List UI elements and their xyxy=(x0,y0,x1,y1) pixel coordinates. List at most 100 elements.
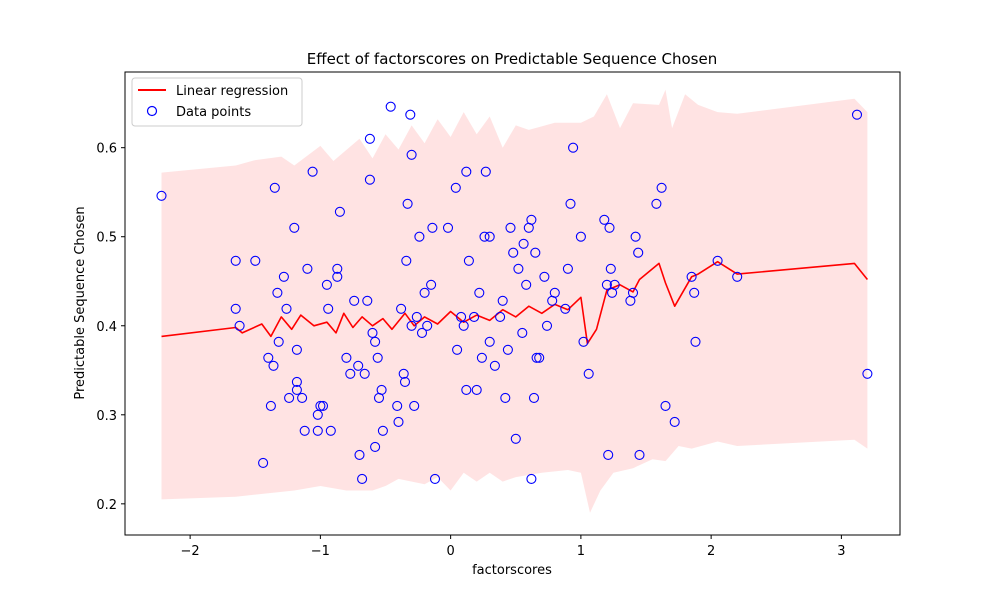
plot-frame xyxy=(124,71,901,536)
data-point xyxy=(562,263,573,274)
data-point xyxy=(603,449,614,460)
data-point xyxy=(461,384,472,395)
data-point xyxy=(634,449,645,460)
data-point xyxy=(317,400,329,411)
data-point xyxy=(463,255,474,266)
data-point xyxy=(376,384,387,395)
data-point xyxy=(399,376,411,387)
data-point xyxy=(474,287,485,298)
data-point xyxy=(396,303,407,314)
data-point xyxy=(500,392,511,403)
data-point xyxy=(565,198,576,209)
regression-line xyxy=(161,260,869,345)
data-point xyxy=(427,222,438,233)
x-axis-title: factorscores xyxy=(472,563,552,578)
data-point xyxy=(578,336,589,347)
x-tick-label: −2 xyxy=(181,544,200,559)
y-tick-label: 0.3 xyxy=(96,409,117,424)
data-point xyxy=(302,263,313,274)
data-point xyxy=(669,416,680,427)
confidence-band-layer xyxy=(161,89,868,513)
legend-marker-swatch xyxy=(146,105,158,117)
data-point xyxy=(495,311,506,322)
data-point xyxy=(156,190,167,201)
data-point xyxy=(392,400,403,411)
data-point xyxy=(489,360,500,371)
data-point xyxy=(862,368,873,379)
data-point xyxy=(357,473,368,484)
data-point xyxy=(315,400,326,411)
data-point xyxy=(575,231,586,242)
y-axis-title: Predictable Sequence Chosen xyxy=(73,206,88,399)
regression-line-layer xyxy=(161,260,869,345)
data-point xyxy=(422,320,433,331)
y-tick-label: 0.5 xyxy=(96,231,117,246)
legend-label-regression: Linear regression xyxy=(176,84,288,99)
data-point xyxy=(452,344,463,355)
data-point xyxy=(633,247,644,258)
data-point xyxy=(364,133,375,144)
data-point xyxy=(712,255,723,266)
confidence-band xyxy=(161,89,868,513)
data-point xyxy=(230,255,241,266)
data-point xyxy=(419,287,430,298)
data-point xyxy=(531,352,542,363)
data-point xyxy=(630,231,641,242)
data-point xyxy=(539,271,550,282)
x-tick-label: 2 xyxy=(707,544,715,559)
data-point xyxy=(484,231,495,242)
data-point xyxy=(307,166,318,177)
data-point xyxy=(416,327,428,338)
data-point xyxy=(401,255,412,266)
data-point xyxy=(332,263,343,274)
data-point xyxy=(398,368,409,379)
data-point xyxy=(230,303,241,314)
data-point xyxy=(364,174,375,185)
data-point xyxy=(505,222,516,233)
data-point xyxy=(690,336,701,347)
data-point xyxy=(312,425,323,436)
legend-label-points: Data points xyxy=(176,105,251,120)
data-point xyxy=(510,433,521,444)
data-point xyxy=(405,109,416,120)
data-point xyxy=(291,376,302,387)
data-point xyxy=(660,400,671,411)
data-point xyxy=(484,336,495,347)
data-point xyxy=(312,409,323,420)
y-tick-label: 0.6 xyxy=(96,142,117,157)
legend-box xyxy=(131,77,303,127)
data-point xyxy=(609,279,620,290)
data-point xyxy=(393,416,404,427)
data-point xyxy=(686,271,697,282)
data-point xyxy=(281,303,292,314)
data-point xyxy=(354,449,365,460)
data-point xyxy=(627,287,639,298)
data-point xyxy=(479,231,490,242)
data-point xyxy=(530,247,541,258)
y-tick-label: 0.2 xyxy=(96,498,117,513)
data-point xyxy=(291,344,302,355)
data-point xyxy=(353,360,364,371)
data-point xyxy=(560,303,571,314)
data-point xyxy=(321,279,332,290)
data-point xyxy=(599,214,610,225)
x-tick-label: −1 xyxy=(311,544,330,559)
data-point xyxy=(370,336,381,347)
data-point xyxy=(526,214,537,225)
data-point xyxy=(289,222,300,233)
data-point xyxy=(250,255,261,266)
data-point xyxy=(234,320,245,331)
data-point xyxy=(508,247,519,258)
data-point xyxy=(402,198,413,209)
data-point xyxy=(370,441,381,452)
data-point xyxy=(521,279,532,290)
data-point xyxy=(284,392,295,403)
data-point xyxy=(265,400,276,411)
data-point xyxy=(526,473,537,484)
data-point xyxy=(377,425,388,436)
y-tick-label: 0.4 xyxy=(96,320,117,335)
data-point xyxy=(297,392,308,403)
data-point xyxy=(332,271,343,282)
data-point xyxy=(517,327,528,338)
